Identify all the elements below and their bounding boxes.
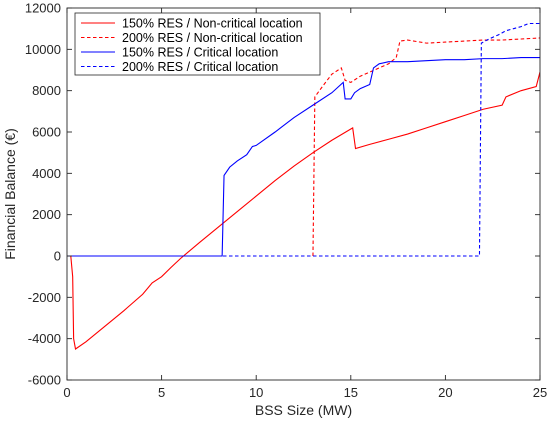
x-tick-label: 25	[533, 385, 547, 400]
legend-label-2: 200% RES / Non-critical location	[122, 31, 303, 45]
y-tick-label: 4000	[32, 166, 61, 181]
x-tick-label: 15	[344, 385, 358, 400]
series-line-3	[67, 57, 540, 257]
legend-box	[74, 12, 321, 76]
series-line-2	[67, 37, 540, 257]
y-tick-label: -6000	[28, 373, 61, 388]
y-tick-label: 12000	[25, 1, 61, 16]
x-tick-label: 10	[249, 385, 263, 400]
legend-label-4: 200% RES / Critical location	[122, 60, 278, 74]
y-tick-label: 8000	[32, 83, 61, 98]
axes: 0 5 10 15 20 25 -6000 -4000 -2000 0 2000 4000 6000 80…	[25, 1, 547, 401]
y-tick-label: 2000	[32, 207, 61, 222]
legend-label-3: 150% RES / Critical location	[122, 45, 278, 59]
x-axis-title: BSS Size (MW)	[255, 402, 352, 418]
legend-label-1: 150% RES / Non-critical location	[122, 16, 303, 30]
x-tick-label: 0	[63, 385, 70, 400]
y-tick-label: 6000	[32, 125, 61, 140]
axes-frame	[66, 7, 541, 381]
y-tick-label: -2000	[28, 290, 61, 305]
x-tick-label: 5	[158, 385, 165, 400]
series-line-1	[67, 71, 540, 350]
y-tick-label: -4000	[28, 331, 61, 346]
x-tick-label: 20	[438, 385, 452, 400]
y-axis-title: Financial Balance (€)	[2, 128, 18, 260]
series-lines	[67, 22, 540, 350]
y-tick-label: 0	[54, 249, 61, 264]
y-tick-label: 10000	[25, 42, 61, 57]
series-line-4	[67, 22, 540, 257]
